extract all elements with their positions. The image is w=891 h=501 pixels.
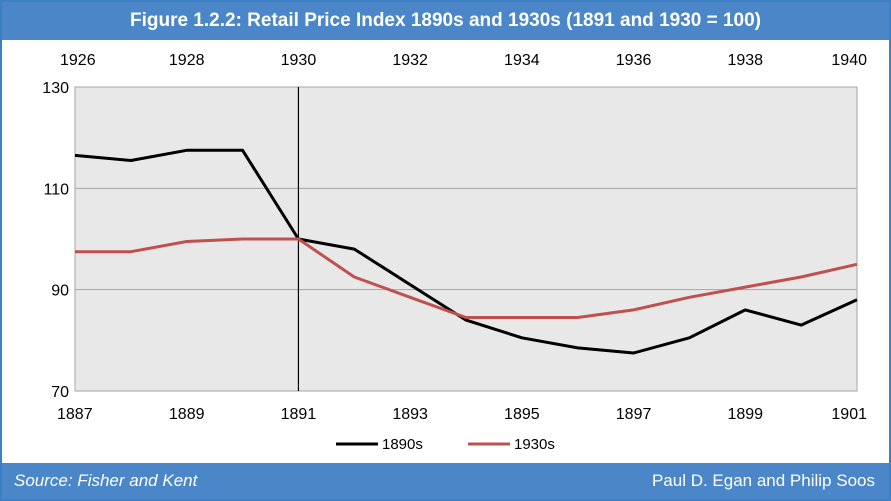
- bottom-x-tick-label: 1897: [616, 406, 652, 423]
- source-note: Source: Fisher and Kent: [14, 471, 198, 490]
- bottom-x-axis-ticks: 1887 1889 1891 1893 1895 1897 1899 1901: [57, 406, 867, 423]
- top-x-tick-label: 1938: [727, 52, 763, 69]
- plot-area: [74, 86, 858, 392]
- y-tick-label: 130: [42, 80, 69, 97]
- top-x-tick-label: 1928: [169, 52, 205, 69]
- top-x-tick-label: 1936: [616, 52, 652, 69]
- bottom-x-tick-label: 1893: [392, 406, 428, 423]
- legend-label-1930s: 1930s: [514, 436, 555, 453]
- top-x-tick-label: 1940: [831, 52, 867, 69]
- top-x-tick-label: 1932: [392, 52, 428, 69]
- legend-label-1890s: 1890s: [382, 436, 423, 453]
- top-x-tick-label: 1926: [60, 52, 96, 69]
- series-line-1890s: [74, 148, 858, 355]
- y-axis-ticks: 70 90 110 130: [42, 80, 69, 401]
- bottom-x-tick-label: 1891: [281, 406, 317, 423]
- y-tick-label: 110: [43, 181, 69, 198]
- bottom-x-tick-label: 1889: [169, 406, 205, 423]
- top-x-axis-ticks: 1926 1928 1930 1932 1934 1936 1938 1940: [60, 52, 867, 69]
- series-lines: [74, 148, 858, 355]
- bottom-x-tick-label: 1899: [727, 406, 763, 423]
- y-tick-label: 70: [51, 384, 69, 401]
- chart-title: Figure 1.2.2: Retail Price Index 1890s a…: [2, 2, 889, 40]
- author-credit: Paul D. Egan and Philip Soos: [651, 471, 875, 490]
- y-tick-label: 90: [51, 283, 69, 300]
- bottom-x-tick-label: 1895: [504, 406, 540, 423]
- footer-bar: Source: Fisher and Kent Paul D. Egan and…: [2, 463, 889, 499]
- top-x-tick-label: 1934: [504, 52, 540, 69]
- bottom-x-tick-label: 1887: [57, 406, 93, 423]
- legend: 1890s 1930s: [336, 436, 555, 453]
- bottom-x-tick-label: 1901: [831, 406, 867, 423]
- series-line-1930s: [75, 237, 858, 319]
- top-x-tick-label: 1930: [281, 52, 317, 69]
